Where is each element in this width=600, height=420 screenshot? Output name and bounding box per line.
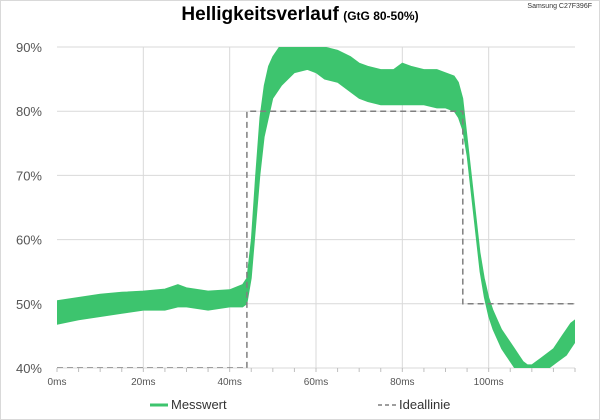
y-tick-label-1: 50% [16,297,42,312]
y-tick-label-3: 70% [16,168,42,183]
y-tick-label-0: 40% [16,361,42,376]
x-tick-label-0: 0ms [48,377,67,388]
x-tick-label-4: 80ms [390,377,414,388]
y-tick-label-5: 90% [16,40,42,55]
chart-subtitle: (GtG 80-50%) [343,9,419,23]
y-tick-label-2: 60% [16,233,42,248]
title-block: Helligkeitsverlauf (GtG 80-50%) [0,4,600,26]
x-tick-label-2: 40ms [217,377,241,388]
x-tick-label-5: 100ms [474,377,504,388]
legend-label-messwert: Messwert [171,397,227,412]
series-ideallinie-line [57,110,575,368]
x-tick-label-3: 60ms [304,377,328,388]
series-messwert-band [57,47,575,368]
chart-title: Helligkeitsverlauf [181,4,339,25]
device-label: Samsung C27F396F [527,3,592,10]
x-tick-label-1: 20ms [131,377,155,388]
legend-label-ideallinie: Ideallinie [399,397,450,412]
y-tick-label-4: 80% [16,104,42,119]
series-group [57,47,575,368]
